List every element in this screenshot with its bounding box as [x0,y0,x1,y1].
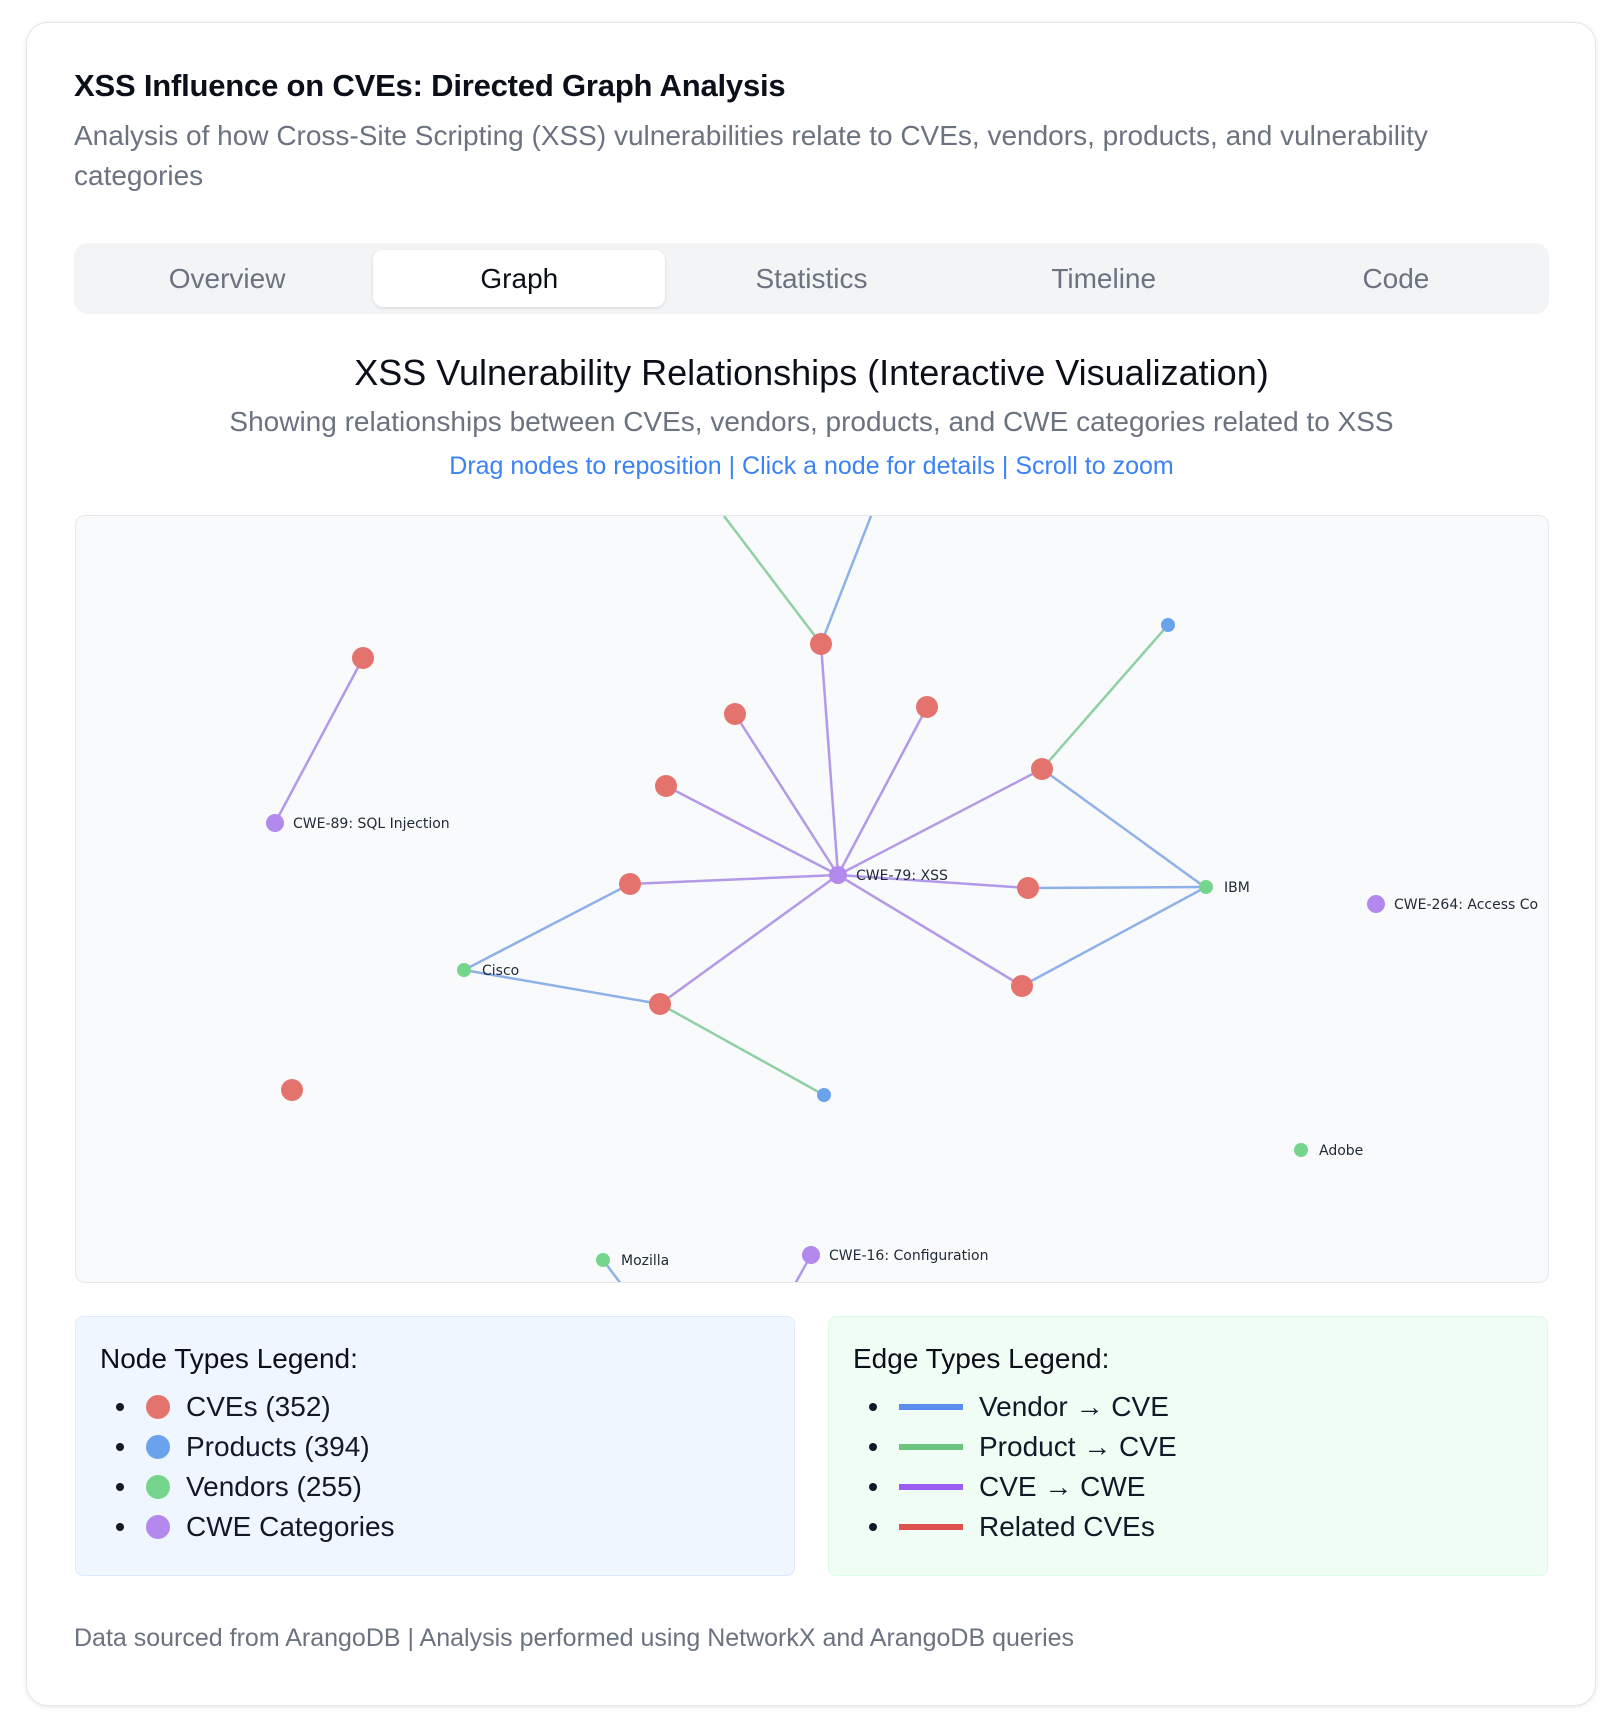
edge-cve-cwe [629,873,839,886]
bullet-icon [116,1443,124,1451]
graph-subtitle: Showing relationships between CVEs, vend… [229,406,1394,437]
edge-product-cve [723,516,822,645]
edge-cve-cwe [837,873,1029,890]
vendor-node-ibm[interactable] [1199,880,1213,894]
vendor-dot-icon [146,1475,170,1499]
tab-statistics[interactable]: Statistics [755,262,868,294]
edge-vendor-cve [1027,885,1207,890]
vendor-node-cisco[interactable] [457,963,471,977]
vendor-node-mozilla[interactable] [596,1253,610,1267]
edge-cve-cwe [836,706,929,876]
graph-title: XSS Vulnerability Relationships (Interac… [354,352,1269,393]
node-legend-title: Node Types Legend: [100,1343,358,1374]
edge-cve-cwe [659,873,839,1006]
legend-label: Product → CVE [979,1431,1177,1462]
graph-hint: Drag nodes to reposition | Click a node … [449,452,1174,480]
legend-label: CVE → CWE [979,1471,1146,1502]
product-node[interactable] [817,1088,831,1102]
cwe-79-label: CWE-79: XSS [856,868,948,884]
bullet-icon [869,1403,877,1411]
legend-label: Vendors (255) [186,1471,362,1502]
edge-vendor-cve [1021,885,1207,988]
legend-label: Related CVEs [979,1511,1155,1542]
edge-cve-cwe [733,713,840,876]
cwe-edge-swatch-icon [899,1484,963,1490]
tab-bar: Overview Graph Statistics Timeline Code [74,243,1549,314]
edge-cve-cwe [665,784,839,877]
cve-node[interactable] [619,873,641,895]
bullet-icon [116,1523,124,1531]
cwe-16-label: CWE-16: Configuration [829,1248,988,1264]
edge-vendor-cve [1041,767,1207,890]
cwe-node-16[interactable] [802,1246,820,1264]
tab-timeline[interactable]: Timeline [1051,262,1157,294]
edge-vendor-cve [463,882,631,972]
legend-item-product-cve: Product → CVE [853,1427,1523,1467]
edge-cve-cwe [273,657,365,824]
product-node[interactable] [1161,618,1175,632]
cve-dot-icon [146,1395,170,1419]
related-edge-swatch-icon [899,1524,963,1530]
edge-cve-cwe [819,643,840,876]
ibm-label: IBM [1224,880,1250,896]
legend-item-cwe: CWE Categories [100,1507,770,1547]
legend-item-cve-cwe: CVE → CWE [853,1467,1523,1507]
product-dot-icon [146,1435,170,1459]
cve-node[interactable] [1017,877,1039,899]
edge-cve-cwe [837,873,1023,988]
cve-node[interactable] [352,647,374,669]
cisco-label: Cisco [482,963,519,979]
cwe-89-label: CWE-89: SQL Injection [293,816,450,832]
legend-label: CWE Categories [186,1511,395,1542]
bullet-icon [869,1443,877,1451]
adobe-label: Adobe [1319,1143,1363,1159]
cwe-node-264[interactable] [1367,895,1385,913]
cve-node[interactable] [1011,975,1033,997]
page-subtitle: Analysis of how Cross-Site Scripting (XS… [74,120,1428,191]
cwe-node-89[interactable] [266,814,284,832]
product-edge-swatch-icon [899,1444,963,1450]
page-title: XSS Influence on CVEs: Directed Graph An… [74,68,786,103]
edge-product-cve [659,1002,825,1097]
edge-vendor-cve [819,516,873,645]
bullet-icon [116,1483,124,1491]
cve-node[interactable] [655,775,677,797]
tab-overview[interactable]: Overview [168,262,286,294]
cve-node[interactable] [281,1079,303,1101]
legend-label: Vendor → CVE [979,1391,1169,1422]
cve-node[interactable] [724,703,746,725]
edge-vendor-cve [463,968,661,1006]
legend-item-related-cves: Related CVEs [853,1507,1523,1547]
bullet-icon [869,1523,877,1531]
edge-cve-cwe [837,767,1043,877]
legend-item-vendors: Vendors (255) [100,1467,770,1507]
legend-label: Products (394) [186,1431,370,1462]
mozilla-label: Mozilla [621,1253,669,1269]
cwe-dot-icon [146,1515,170,1539]
vendor-node-adobe[interactable] [1294,1143,1308,1157]
legend-item-products: Products (394) [100,1427,770,1467]
legend-label: CVEs (352) [186,1391,331,1422]
cwe-node-79[interactable] [829,866,847,884]
graph-svg[interactable]: CWE-79: XSS CWE-89: SQL Injection CWE-26… [76,516,1549,1283]
cve-node[interactable] [810,633,832,655]
bullet-icon [869,1483,877,1491]
cwe-264-label: CWE-264: Access Co [1394,897,1538,913]
legend-item-vendor-cve: Vendor → CVE [853,1387,1523,1427]
footer-text: Data sourced from ArangoDB | Analysis pe… [74,1624,1075,1652]
cve-node[interactable] [649,993,671,1015]
edge-types-legend: Edge Types Legend: Vendor → CVE Product … [828,1316,1548,1576]
bullet-icon [116,1403,124,1411]
edge-product-cve [1041,624,1169,770]
graph-canvas[interactable]: CWE-79: XSS CWE-89: SQL Injection CWE-26… [75,515,1549,1283]
legend-item-cves: CVEs (352) [100,1387,770,1427]
edge-legend-title: Edge Types Legend: [853,1343,1110,1374]
node-types-legend: Node Types Legend: CVEs (352) Products (… [75,1316,795,1576]
cve-node[interactable] [916,696,938,718]
vendor-edge-swatch-icon [899,1404,963,1410]
tab-code[interactable]: Code [1362,262,1430,294]
tab-graph[interactable]: Graph [373,250,666,307]
cve-node[interactable] [1031,758,1053,780]
